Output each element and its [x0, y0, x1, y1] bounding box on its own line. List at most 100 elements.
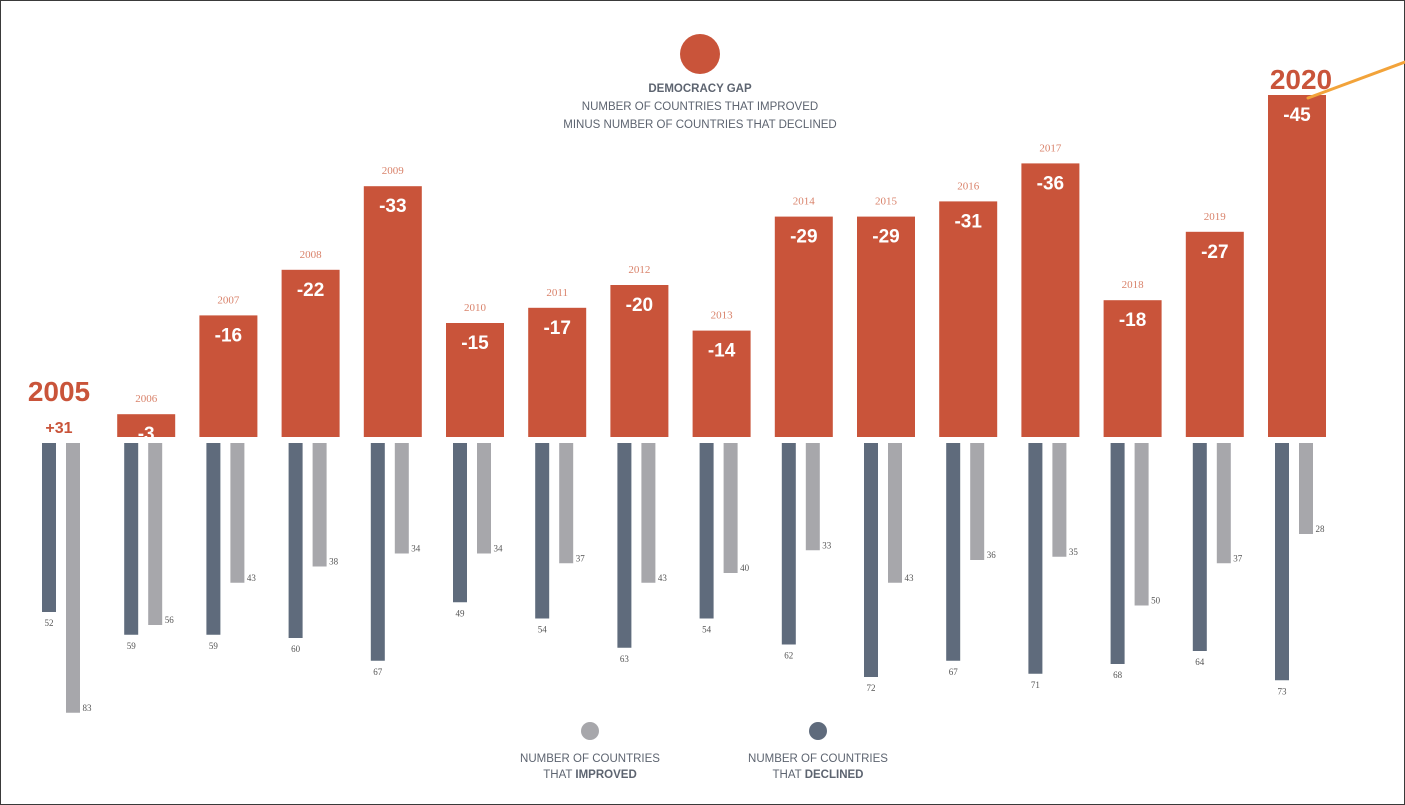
- gap-legend-line2: MINUS NUMBER OF COUNTRIES THAT DECLINED: [563, 119, 836, 131]
- improved-bar-2010: [477, 443, 491, 554]
- year-label-2009: 2009: [382, 165, 405, 177]
- improved-bar-2007: [230, 443, 245, 583]
- declined-value-2006: 59: [127, 641, 137, 651]
- gap-bar-2009: [363, 186, 422, 437]
- gap-bar-2014: [774, 216, 833, 437]
- gap-value-2007: -16: [215, 325, 242, 346]
- callout-arrow-icon: [1306, 60, 1405, 100]
- gap-legend-swatch: [680, 34, 720, 74]
- gap-bar-2006: [117, 414, 176, 437]
- declined-legend-line1: NUMBER OF COUNTRIES: [748, 753, 888, 765]
- declined-value-2019: 64: [1195, 657, 1205, 667]
- improved-value-2015: 43: [905, 573, 915, 583]
- declined-value-2018: 68: [1113, 670, 1123, 680]
- improved-value-2007: 43: [247, 573, 257, 583]
- year-label-2005: 2005: [28, 376, 90, 407]
- gap-value-2015: -29: [872, 227, 899, 248]
- gap-bar-2020: [1268, 95, 1326, 437]
- gap-value-2010: -15: [461, 333, 489, 354]
- chart-marks: +31 2005 52 83 -3 2006 59 56 -16 2007 59 43 -22 2008 6…: [28, 64, 1332, 713]
- declined-bar-2018: [1110, 443, 1125, 664]
- improved-legend-pre: THAT: [543, 769, 575, 781]
- declined-legend-pre: THAT: [773, 769, 805, 781]
- improved-bar-2012: [641, 443, 656, 583]
- gap-bar-2007: [199, 315, 258, 437]
- declined-legend-swatch: [809, 722, 827, 740]
- gap-bar-2008: [281, 269, 340, 437]
- declined-value-2014: 62: [784, 651, 793, 661]
- declined-bar-2008: [288, 443, 303, 638]
- gap-bar-2017: [1021, 163, 1080, 437]
- gap-bar-2013: [692, 330, 751, 437]
- declined-value-2017: 71: [1031, 680, 1040, 690]
- improved-bar-2013: [723, 443, 738, 573]
- gap-value-2014: -29: [790, 227, 817, 248]
- year-label-2006: 2006: [135, 393, 158, 405]
- gap-legend-title: DEMOCRACY GAP: [648, 83, 752, 95]
- improved-legend-line1: NUMBER OF COUNTRIES: [520, 753, 660, 765]
- year-label-2020: 2020: [1270, 64, 1332, 95]
- improved-bar-2011: [559, 443, 574, 564]
- declined-legend-line2: THAT DECLINED: [773, 769, 864, 781]
- year-label-2012: 2012: [628, 264, 650, 276]
- gap-legend-line1: NUMBER OF COUNTRIES THAT IMPROVED: [582, 101, 818, 113]
- improved-bar-2015: [888, 443, 902, 583]
- improved-bar-2019: [1216, 443, 1231, 564]
- improved-bar-2009: [394, 443, 409, 554]
- year-label-2011: 2011: [546, 287, 568, 299]
- declined-value-2005: 52: [45, 618, 54, 628]
- gap-value-2006: -3: [138, 424, 155, 445]
- improved-value-2019: 37: [1233, 553, 1243, 563]
- gap-value-2017: -36: [1037, 173, 1064, 194]
- improved-legend-line2: THAT IMPROVED: [543, 769, 637, 781]
- improved-bar-2018: [1134, 443, 1149, 606]
- gap-legend: DEMOCRACY GAP NUMBER OF COUNTRIES THAT I…: [563, 34, 837, 131]
- year-label-2019: 2019: [1204, 211, 1227, 223]
- declined-bar-2014: [781, 443, 796, 645]
- improved-legend-swatch: [581, 722, 599, 740]
- declined-value-2008: 60: [291, 644, 301, 654]
- declined-bar-2011: [535, 443, 550, 619]
- improved-bar-2016: [970, 443, 985, 560]
- gap-bar-2010: [446, 323, 504, 437]
- gap-bar-2016: [939, 201, 998, 437]
- declined-value-2012: 63: [620, 654, 630, 664]
- year-label-2008: 2008: [300, 249, 323, 261]
- gap-bar-2015: [857, 216, 915, 437]
- declined-bar-2007: [206, 443, 221, 635]
- declined-bar-2012: [617, 443, 632, 648]
- declined-value-2007: 59: [209, 641, 219, 651]
- gap-value-2012: -20: [626, 295, 653, 316]
- gap-value-2009: -33: [379, 196, 406, 217]
- gap-bar-2019: [1185, 231, 1244, 437]
- gap-value-2018: -18: [1119, 310, 1146, 331]
- declined-bar-2006: [124, 443, 139, 635]
- improved-bar-2008: [312, 443, 327, 567]
- gap-value-2016: -31: [954, 211, 982, 232]
- improved-legend-bold: IMPROVED: [575, 769, 636, 781]
- improved-value-2013: 40: [740, 563, 750, 573]
- gap-value-2011: -17: [543, 318, 570, 339]
- improved-bar-2005: [66, 443, 80, 713]
- year-label-2013: 2013: [711, 310, 734, 322]
- year-label-2017: 2017: [1039, 142, 1062, 154]
- gap-bar-2012: [610, 285, 669, 437]
- gap-value-2019: -27: [1201, 242, 1228, 263]
- declined-bar-2013: [699, 443, 714, 619]
- declined-bar-2017: [1028, 443, 1043, 674]
- declined-bar-2015: [864, 443, 878, 677]
- year-label-2007: 2007: [217, 294, 240, 306]
- improved-value-2005: 83: [83, 703, 93, 713]
- gap-value-2008: -22: [297, 280, 324, 301]
- improved-value-2009: 34: [411, 544, 421, 554]
- declined-bar-2005: [42, 443, 56, 612]
- declined-value-2015: 72: [867, 683, 876, 693]
- improved-value-2016: 36: [987, 550, 997, 560]
- improved-value-2020: 28: [1316, 524, 1326, 534]
- year-label-2015: 2015: [875, 196, 898, 208]
- improved-value-2010: 34: [494, 544, 504, 554]
- declined-bar-2020: [1275, 443, 1289, 681]
- declined-value-2010: 49: [456, 608, 466, 618]
- year-label-2014: 2014: [793, 196, 816, 208]
